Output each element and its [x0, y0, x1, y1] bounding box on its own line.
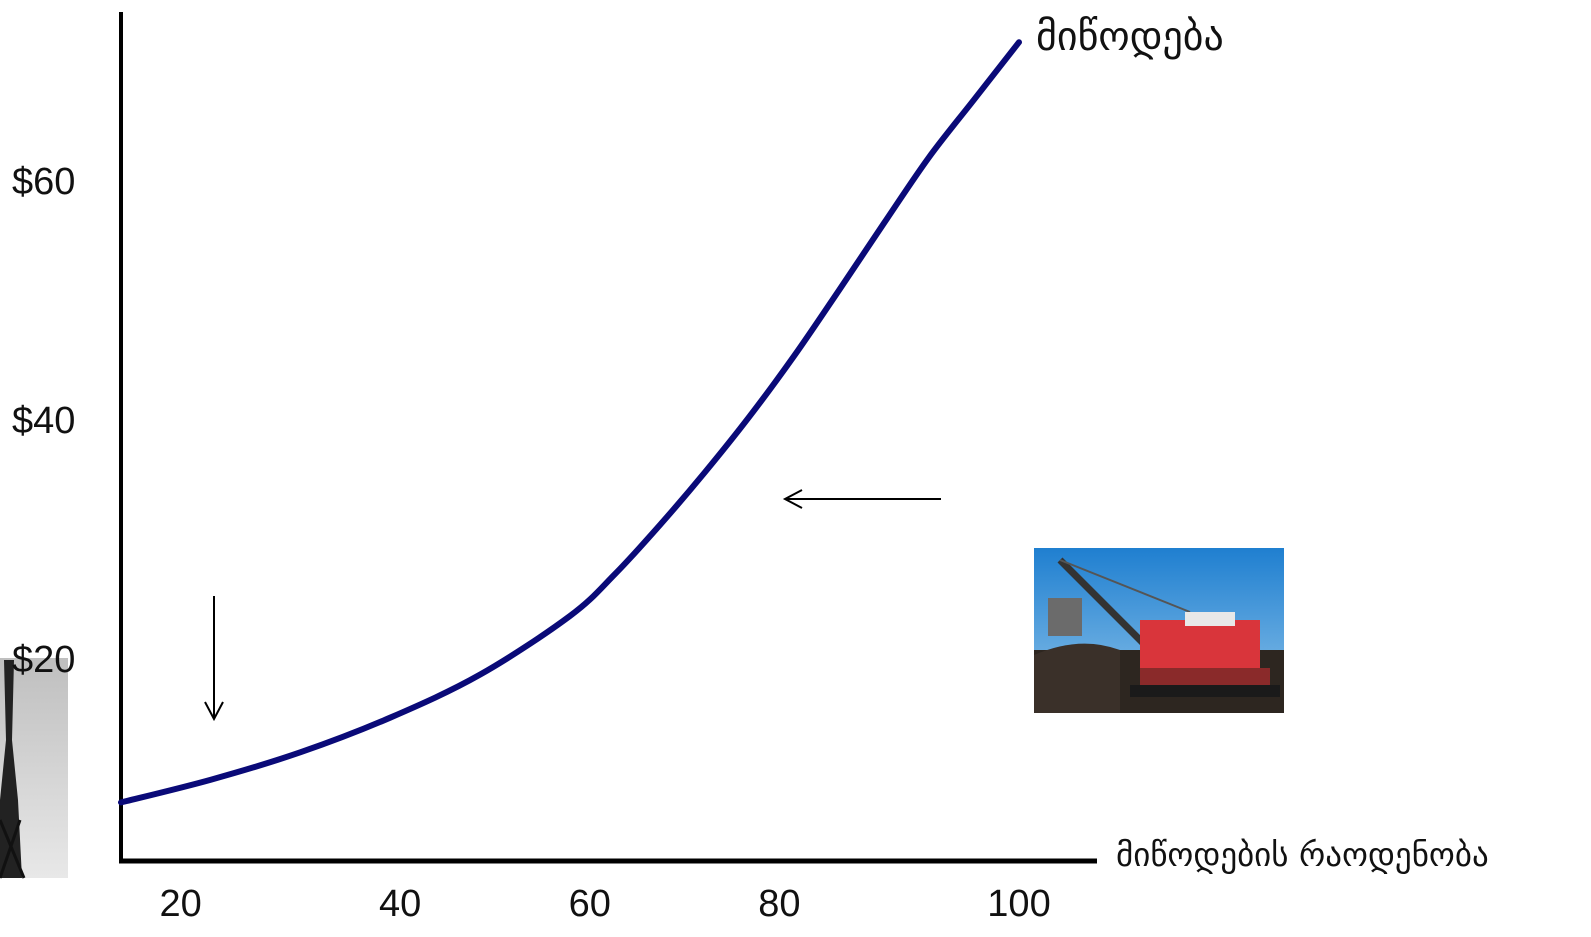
- x-tick-label: 100: [987, 883, 1050, 925]
- down-arrow: [204, 596, 224, 722]
- y-tick-label: $60: [12, 161, 75, 203]
- series-label: მიწოდება: [1036, 14, 1224, 60]
- x-tick-label: 40: [379, 883, 421, 925]
- y-tick-labels: $20 $40 $60: [12, 161, 75, 681]
- y-tick-label: $40: [12, 400, 75, 442]
- supply-curve: [118, 39, 1022, 806]
- y-tick-label: $20: [12, 639, 75, 681]
- x-tick-label: 80: [758, 883, 800, 925]
- x-tick-label: 60: [569, 883, 611, 925]
- left-arrow: [782, 489, 941, 509]
- mining-excavator-photo: [1034, 548, 1284, 713]
- oil-well-photo: [0, 658, 68, 879]
- x-tick-labels: 20 40 60 80 100: [159, 883, 1050, 925]
- x-axis-label: მიწოდების რაოდენობა: [1116, 835, 1489, 874]
- x-tick-label: 20: [159, 883, 201, 925]
